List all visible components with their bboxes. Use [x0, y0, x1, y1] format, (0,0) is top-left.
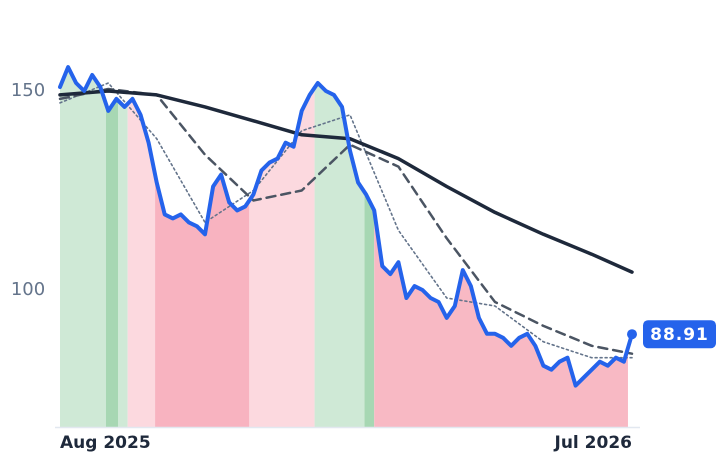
- labels-layer: 100 150 Aug 2025 Jul 2026 88.91: [11, 80, 716, 453]
- average-line: [59, 82, 633, 359]
- shaded-band: [155, 174, 250, 427]
- x-tick-label: Jul 2026: [554, 433, 633, 453]
- shaded-band: [374, 210, 628, 427]
- x-tick-label: Aug 2025: [60, 433, 151, 453]
- lines-layer: [58, 65, 634, 388]
- shaded-band: [127, 98, 156, 427]
- shaded-band: [314, 83, 365, 427]
- last-value-label: 88.91: [650, 325, 709, 345]
- last-value-badge: [643, 320, 716, 349]
- shaded-band: [249, 87, 315, 427]
- shaded-band: [105, 98, 119, 427]
- price-line: [58, 65, 634, 388]
- shaded-band: [118, 100, 128, 427]
- y-tick-label: 150: [11, 80, 45, 101]
- shaded-band: [364, 192, 375, 427]
- y-tick-label: 100: [11, 279, 45, 300]
- shading-layer: [60, 67, 628, 427]
- last-point: [627, 329, 637, 340]
- average-line: [58, 89, 634, 274]
- shaded-band: [60, 67, 106, 427]
